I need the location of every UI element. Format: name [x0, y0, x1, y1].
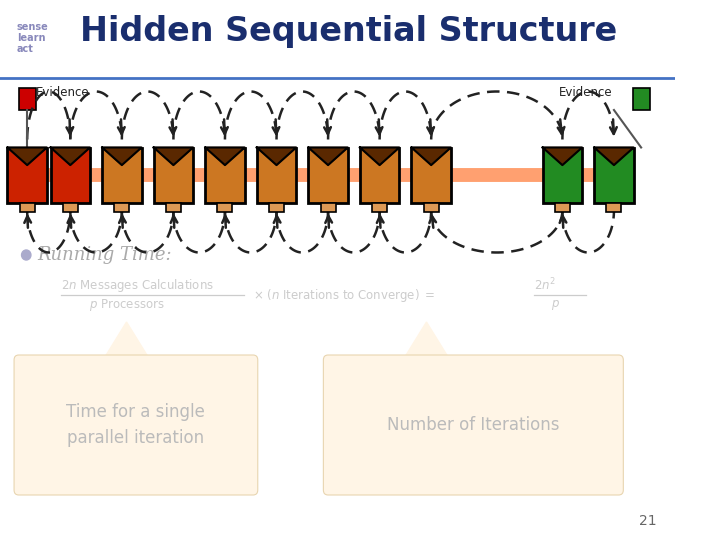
Text: Number of Iterations: Number of Iterations [387, 416, 559, 434]
Text: act: act [17, 44, 34, 54]
Text: $p$ Processors: $p$ Processors [89, 297, 165, 313]
FancyBboxPatch shape [320, 202, 336, 212]
FancyBboxPatch shape [102, 147, 142, 202]
Polygon shape [594, 147, 634, 165]
FancyBboxPatch shape [269, 202, 284, 212]
Polygon shape [403, 322, 450, 360]
FancyBboxPatch shape [154, 147, 193, 202]
FancyBboxPatch shape [323, 355, 624, 495]
Text: sense: sense [17, 22, 49, 32]
Circle shape [22, 250, 31, 260]
FancyBboxPatch shape [19, 88, 35, 110]
FancyBboxPatch shape [372, 202, 387, 212]
Polygon shape [50, 147, 90, 165]
FancyBboxPatch shape [633, 88, 649, 110]
FancyBboxPatch shape [63, 202, 78, 212]
FancyBboxPatch shape [50, 147, 90, 202]
FancyBboxPatch shape [360, 147, 400, 202]
Text: Hidden Sequential Structure: Hidden Sequential Structure [80, 15, 617, 48]
FancyBboxPatch shape [594, 147, 634, 202]
Polygon shape [154, 147, 193, 165]
Text: Evidence: Evidence [559, 86, 612, 99]
Polygon shape [103, 322, 150, 360]
FancyBboxPatch shape [543, 147, 582, 202]
FancyBboxPatch shape [308, 147, 348, 202]
Text: $2n$ Messages Calculations: $2n$ Messages Calculations [61, 276, 214, 294]
Polygon shape [257, 147, 296, 165]
FancyBboxPatch shape [423, 202, 438, 212]
FancyBboxPatch shape [19, 202, 35, 212]
Polygon shape [308, 147, 348, 165]
FancyBboxPatch shape [606, 202, 621, 212]
Text: $\times$ ($n$ Iterations to Converge) $=$: $\times$ ($n$ Iterations to Converge) $=… [253, 287, 436, 303]
FancyBboxPatch shape [412, 147, 451, 202]
Text: Running Time:: Running Time: [37, 246, 172, 264]
Polygon shape [205, 147, 245, 165]
FancyBboxPatch shape [14, 355, 258, 495]
Polygon shape [543, 147, 582, 165]
Polygon shape [360, 147, 400, 165]
FancyBboxPatch shape [257, 147, 296, 202]
Polygon shape [7, 147, 47, 165]
Text: Time for a single
parallel iteration: Time for a single parallel iteration [66, 403, 205, 447]
FancyBboxPatch shape [217, 202, 233, 212]
FancyBboxPatch shape [166, 202, 181, 212]
FancyBboxPatch shape [205, 147, 245, 202]
Text: $2n^2$: $2n^2$ [534, 276, 557, 293]
Polygon shape [102, 147, 142, 165]
Text: learn: learn [17, 33, 45, 43]
Polygon shape [412, 147, 451, 165]
Text: 21: 21 [639, 514, 656, 528]
Text: $p$: $p$ [551, 298, 560, 312]
FancyBboxPatch shape [7, 147, 47, 202]
Text: Evidence: Evidence [35, 86, 89, 99]
FancyBboxPatch shape [114, 202, 130, 212]
FancyBboxPatch shape [555, 202, 570, 212]
